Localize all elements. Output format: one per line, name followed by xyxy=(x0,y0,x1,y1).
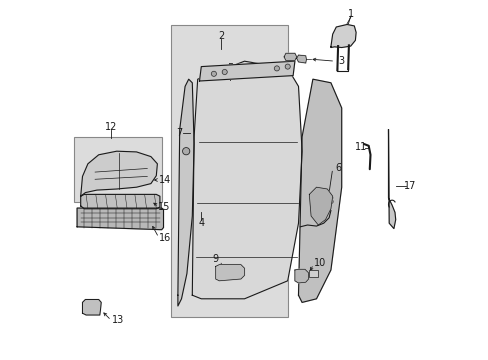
Text: 12: 12 xyxy=(105,122,117,132)
Text: 6: 6 xyxy=(335,163,341,174)
Polygon shape xyxy=(81,194,160,209)
Polygon shape xyxy=(296,55,306,63)
Circle shape xyxy=(182,148,189,155)
Text: 7: 7 xyxy=(176,128,182,138)
Polygon shape xyxy=(298,79,341,302)
Circle shape xyxy=(222,69,227,75)
Circle shape xyxy=(211,71,216,76)
Polygon shape xyxy=(294,269,308,283)
Text: 11: 11 xyxy=(355,142,367,152)
Text: 3: 3 xyxy=(338,56,344,66)
Text: 2: 2 xyxy=(218,31,224,41)
Text: 8: 8 xyxy=(327,196,333,206)
Circle shape xyxy=(285,64,289,69)
Polygon shape xyxy=(199,61,294,81)
Bar xyxy=(170,25,287,317)
Polygon shape xyxy=(215,265,244,281)
Circle shape xyxy=(274,66,279,71)
Text: 16: 16 xyxy=(158,233,170,243)
Polygon shape xyxy=(178,79,194,306)
Text: 9: 9 xyxy=(211,254,218,264)
Polygon shape xyxy=(387,130,395,229)
Polygon shape xyxy=(330,24,355,48)
Text: 10: 10 xyxy=(313,258,325,268)
Bar xyxy=(73,137,162,202)
Text: 4: 4 xyxy=(198,218,204,228)
Polygon shape xyxy=(309,187,332,225)
Polygon shape xyxy=(284,53,296,60)
Polygon shape xyxy=(77,208,163,230)
Polygon shape xyxy=(82,300,101,315)
Polygon shape xyxy=(192,61,302,299)
Text: 17: 17 xyxy=(403,181,415,192)
Text: 13: 13 xyxy=(111,315,123,325)
Polygon shape xyxy=(81,151,157,196)
Text: 5: 5 xyxy=(226,63,233,73)
Bar xyxy=(308,270,317,277)
Text: 14: 14 xyxy=(158,175,170,185)
Text: 1: 1 xyxy=(347,9,353,19)
Text: 15: 15 xyxy=(158,202,170,212)
